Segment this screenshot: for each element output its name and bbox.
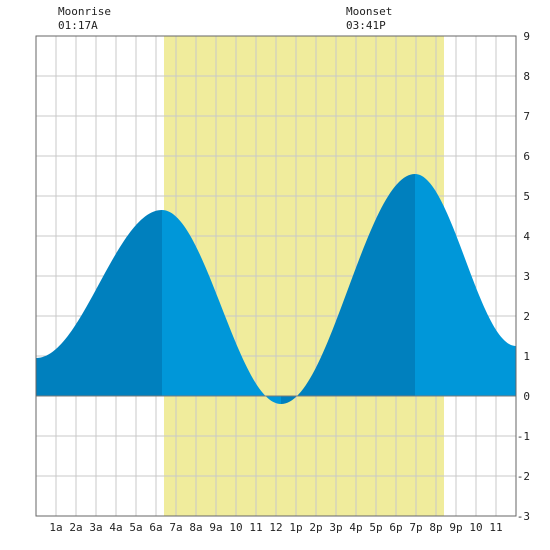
x-tick-label: 4a <box>109 521 122 534</box>
y-tick-label: 7 <box>523 110 530 123</box>
y-tick-label: 5 <box>523 190 530 203</box>
y-tick-label: 6 <box>523 150 530 163</box>
y-tick-label: 2 <box>523 310 530 323</box>
x-tick-label: 3p <box>329 521 342 534</box>
moonset-label: Moonset <box>346 5 392 18</box>
y-tick-label: -1 <box>517 430 530 443</box>
x-tick-label: 1p <box>289 521 302 534</box>
x-tick-label: 12 <box>269 521 282 534</box>
x-tick-label: 9a <box>209 521 222 534</box>
falling-tide-area <box>415 174 516 396</box>
x-tick-label: 9p <box>449 521 462 534</box>
x-tick-label: 11 <box>489 521 502 534</box>
x-tick-label: 5a <box>129 521 142 534</box>
x-tick-label: 4p <box>349 521 362 534</box>
moonrise-time: 01:17A <box>58 19 98 32</box>
x-tick-label: 8a <box>189 521 202 534</box>
x-tick-label: 6p <box>389 521 402 534</box>
x-tick-label: 7p <box>409 521 422 534</box>
x-tick-label: 1a <box>49 521 62 534</box>
y-tick-label: 0 <box>523 390 530 403</box>
moonrise-label: Moonrise <box>58 5 111 18</box>
y-axis-labels: -3 -2 -1 0 1 2 3 4 5 6 7 8 9 <box>517 30 531 523</box>
x-tick-label: 10 <box>469 521 482 534</box>
x-tick-label: 3a <box>89 521 102 534</box>
y-tick-label: -2 <box>517 470 530 483</box>
x-tick-label: 7a <box>169 521 182 534</box>
x-tick-label: 11 <box>249 521 262 534</box>
y-tick-label: 1 <box>523 350 530 363</box>
tide-areas <box>36 174 516 404</box>
y-tick-label: 4 <box>523 230 530 243</box>
x-tick-label: 5p <box>369 521 382 534</box>
x-tick-label: 2p <box>309 521 322 534</box>
x-tick-label: 10 <box>229 521 242 534</box>
y-tick-label: -3 <box>517 510 530 523</box>
x-tick-label: 2a <box>69 521 82 534</box>
rising-tide-area <box>36 210 162 396</box>
x-tick-label: 6a <box>149 521 162 534</box>
plot-border <box>35 35 517 517</box>
x-tick-label: 8p <box>429 521 442 534</box>
moonset-time: 03:41P <box>346 19 386 32</box>
y-tick-label: 9 <box>523 30 530 43</box>
rising-tide-area <box>281 174 415 404</box>
y-tick-label: 3 <box>523 270 530 283</box>
falling-tide-area <box>162 210 281 404</box>
x-axis-labels: 1a 2a 3a 4a 5a 6a 7a 8a 9a 10 11 12 1p 2p 3p 4p 5p 6p 7p 8p… <box>49 521 502 534</box>
y-tick-label: 8 <box>523 70 530 83</box>
